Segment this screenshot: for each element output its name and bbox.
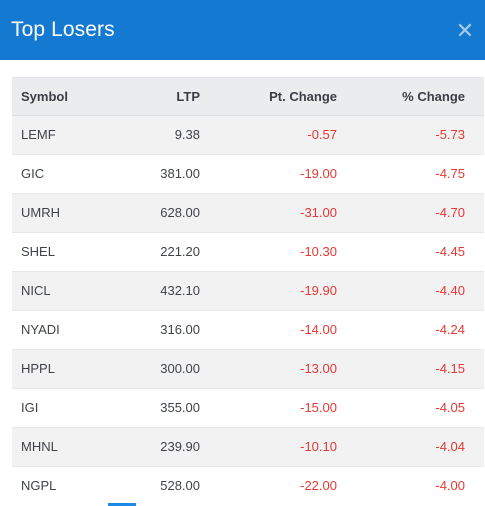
table-row[interactable]: NGPL 528.00 -22.00 -4.00 (12, 466, 484, 505)
ltp-cell: 300.00 (102, 349, 201, 389)
table-row[interactable]: UMRH 628.00 -31.00 -4.70 (12, 193, 484, 233)
row-spacer (466, 427, 484, 467)
modal-title: Top Losers (11, 18, 115, 41)
ltp-cell: 9.38 (102, 115, 201, 155)
top-losers-table-container: Symbol LTP Pt. Change % Change LEMF 9.38-… (12, 77, 484, 505)
row-spacer (466, 271, 484, 311)
pt-change-cell: -10.30 (201, 232, 338, 272)
top-losers-table: Symbol LTP Pt. Change % Change LEMF 9.38-… (12, 78, 484, 505)
pt-change-cell: -10.10 (201, 427, 338, 467)
ltp-cell: 221.20 (102, 232, 201, 272)
modal-header: Top Losers ✕ (0, 0, 485, 60)
row-spacer (466, 349, 484, 389)
pct-change-cell: -4.45 (338, 232, 466, 272)
table-row[interactable]: NICL 432.10 -19.90 -4.40 (12, 271, 484, 311)
table-header: Symbol LTP Pt. Change % Change (12, 78, 484, 116)
row-spacer (466, 388, 484, 428)
ltp-cell: 381.00 (102, 154, 201, 194)
row-spacer (466, 154, 484, 194)
ltp-cell: 432.10 (102, 271, 201, 311)
table-row[interactable]: LEMF 9.38 -0.57 -5.73 (12, 115, 484, 155)
pct-change-cell: -4.00 (435, 478, 465, 494)
table-row[interactable]: SHEL 221.20 -10.30 -4.45 (12, 232, 484, 272)
pct-change-cell: -4.75 (338, 154, 466, 194)
pt-change-cell: -15.00 (201, 388, 338, 428)
table-row[interactable]: NYADI 316.00 -14.00 -4.24 (12, 310, 484, 350)
pt-change-cell: -14.00 (201, 310, 338, 350)
symbol-cell: GIC (12, 154, 102, 194)
column-header-ltp[interactable]: LTP (102, 78, 201, 116)
symbol-cell: SHEL (12, 232, 102, 272)
close-icon[interactable]: ✕ (455, 18, 475, 43)
ltp-cell: 239.90 (102, 427, 201, 467)
symbol-cell: IGI (12, 388, 102, 428)
symbol-cell: UMRH (12, 193, 102, 233)
symbol-cell: MHNL (12, 427, 102, 467)
pt-change-cell: -31.00 (201, 193, 338, 233)
column-header-pct-change[interactable]: % Change (338, 78, 466, 116)
pct-change-cell: -4.40 (338, 271, 466, 311)
row-spacer (466, 466, 484, 505)
pct-change-cell: -4.70 (338, 193, 466, 233)
scroll-indicator[interactable] (108, 503, 136, 506)
table-body: LEMF 9.38 -0.57 -5.73 GIC 381.00 -19.00 -4.75 UM… (12, 115, 484, 505)
table-row[interactable]: HPPL 300.00 -13.00 -4.15 (12, 349, 484, 389)
row-spacer (466, 193, 484, 233)
pct-change-cell: -4.24 (338, 310, 466, 350)
ltp-cell: 528.00 (160, 478, 200, 494)
pt-change-cell: -22.00 (300, 478, 337, 494)
symbol-cell: NYADI (12, 310, 102, 350)
symbol-cell: NGPL (21, 478, 57, 494)
ltp-cell: 628.00 (102, 193, 201, 233)
pt-change-cell: -13.00 (201, 349, 338, 389)
symbol-cell: HPPL (12, 349, 102, 389)
pct-change-cell: -4.04 (338, 427, 466, 467)
pct-change-cell: -5.73 (338, 115, 466, 155)
symbol-cell: NICL (12, 271, 102, 311)
ltp-cell: 355.00 (102, 388, 201, 428)
row-spacer (466, 310, 484, 350)
table-row[interactable]: GIC 381.00 -19.00 -4.75 (12, 154, 484, 194)
pt-change-cell: -19.00 (201, 154, 338, 194)
row-spacer (466, 115, 484, 155)
column-header-spacer (466, 78, 484, 116)
pct-change-cell: -4.15 (338, 349, 466, 389)
row-spacer (466, 232, 484, 272)
pct-change-cell: -4.05 (338, 388, 466, 428)
table-row[interactable]: IGI 355.00 -15.00 -4.05 (12, 388, 484, 428)
ltp-cell: 316.00 (102, 310, 201, 350)
table-header-row: Symbol LTP Pt. Change % Change (12, 78, 484, 116)
table-row[interactable]: MHNL 239.90 -10.10 -4.04 (12, 427, 484, 467)
column-header-pt-change[interactable]: Pt. Change (201, 78, 338, 116)
pt-change-cell: -0.57 (201, 115, 338, 155)
pt-change-cell: -19.90 (201, 271, 338, 311)
column-header-symbol[interactable]: Symbol (12, 78, 102, 116)
symbol-cell: LEMF (12, 115, 102, 155)
